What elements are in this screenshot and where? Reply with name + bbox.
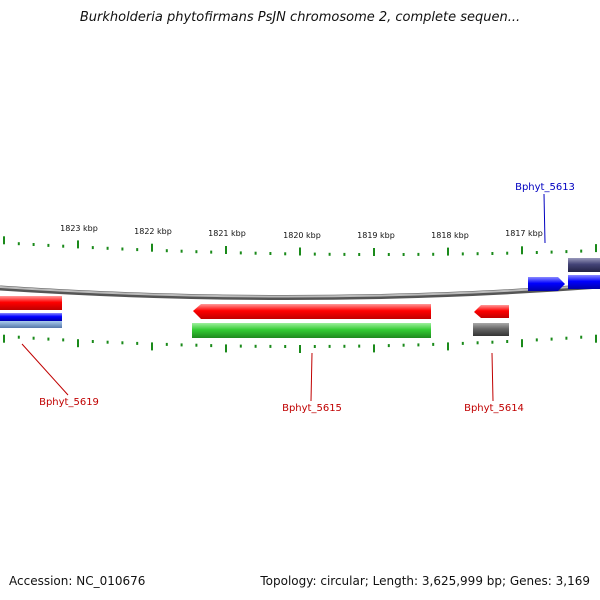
gene-feature-bphyt-5614[interactable] — [473, 305, 509, 336]
gene-label-bphyt-5614[interactable]: Bphyt_5614 — [464, 403, 524, 414]
gene-label-bphyt-5619[interactable]: Bphyt_5619 — [39, 397, 99, 408]
accession-text: Accession: NC_010676 — [9, 574, 146, 588]
ruler-label: 1819 kbp — [357, 231, 395, 240]
map-title: Burkholderia phytofirmans PsJN chromosom… — [79, 10, 521, 25]
gene-label-bphyt-5615[interactable]: Bphyt_5615 — [282, 403, 342, 414]
chromosome-backbone — [0, 283, 600, 301]
ruler-ticks-bottom — [3, 334, 597, 353]
gene-feature-bphyt-5615[interactable] — [192, 304, 431, 338]
label-leader-lines — [21, 193, 546, 402]
gene-label-bphyt-5613[interactable]: Bphyt_5613 — [515, 182, 575, 193]
gene-feature-bphyt-5613[interactable] — [528, 258, 600, 291]
ruler-labels: 1823 kbp 1822 kbp 1821 kbp 1820 kbp 1819… — [60, 224, 543, 240]
ruler-label: 1821 kbp — [208, 229, 246, 238]
ruler-label: 1822 kbp — [134, 227, 172, 236]
ruler-label: 1818 kbp — [431, 231, 469, 240]
ruler-ticks-top — [3, 236, 597, 256]
ruler-label: 1817 kbp — [505, 229, 543, 238]
gene-feature-bphyt-5619[interactable] — [0, 296, 62, 328]
ruler-label: 1820 kbp — [283, 231, 321, 240]
summary-text: Topology: circular; Length: 3,625,999 bp… — [260, 574, 590, 588]
ruler-label: 1823 kbp — [60, 224, 98, 233]
